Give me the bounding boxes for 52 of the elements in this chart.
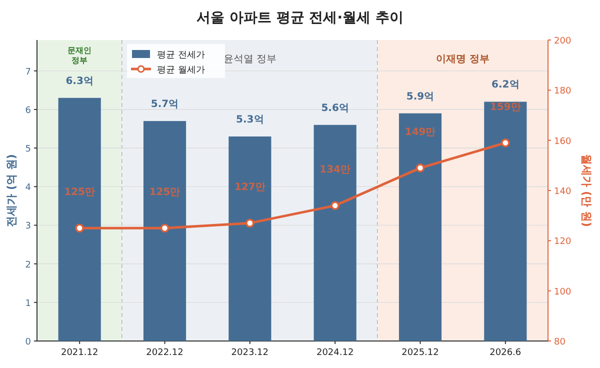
y2-tick-label: 100 [554, 287, 572, 298]
data-label: 159만 [490, 102, 521, 113]
y-tick-label: 0 [25, 338, 32, 348]
y-tick-label: 6 [25, 106, 32, 116]
data-label: 6.2억 [492, 80, 520, 91]
x-tick-label: 2025.12 [402, 348, 439, 358]
data-label: 6.3억 [66, 76, 94, 87]
x-tick-label: 2026.6 [490, 348, 522, 358]
y2-tick-label: 200 [554, 36, 572, 46]
bar [228, 136, 272, 341]
y-axis-title: 전세가 (억 원) [5, 154, 18, 227]
y2-tick-label: 140 [554, 187, 572, 197]
point [416, 164, 425, 172]
legend-label: 평균 월세가 [157, 66, 205, 76]
x-tick-label: 2022.12 [146, 348, 184, 358]
bar [143, 121, 186, 341]
y2-tick-label: 120 [554, 237, 572, 248]
point [330, 201, 340, 210]
data-label: 134만 [320, 164, 351, 176]
bar [484, 102, 527, 341]
y-tick-label: 2 [25, 260, 31, 270]
legend-label: 평균 전세가 [157, 50, 205, 60]
data-label: 125만 [64, 187, 96, 198]
bar [398, 113, 442, 341]
chart-title: 서울 아파트 평균 전세·월세 추이 [196, 10, 404, 26]
data-label: 127만 [234, 182, 266, 194]
y2-tick-label: 160 [554, 136, 572, 147]
y-tick-label: 4 [25, 183, 32, 194]
x-tick-label: 2024.12 [316, 348, 354, 358]
data-label: 125만 [149, 187, 180, 198]
band-label: 이재명 정부 [436, 54, 490, 65]
point [160, 224, 170, 233]
x-tick-label: 2021.12 [60, 348, 98, 358]
point [501, 138, 510, 148]
data-label: 149만 [404, 126, 436, 138]
bar [314, 124, 356, 341]
band-label: 문재인 정부 [68, 46, 92, 65]
band-label: 윤석열 정부 [223, 54, 277, 65]
data-label: 5.9억 [406, 91, 434, 102]
x-tick-label: 2023.12 [231, 348, 269, 358]
data-label: 5.3억 [236, 114, 264, 126]
y-tick-label: 3 [25, 222, 31, 232]
point [75, 224, 84, 233]
y-tick-label: 1 [25, 298, 31, 309]
y2-tick-label: 180 [554, 86, 572, 97]
point [246, 218, 254, 228]
y2-tick-label: 80 [554, 338, 566, 348]
data-label: 5.6억 [321, 102, 349, 114]
y-tick-label: 7 [25, 67, 31, 78]
y2-axis-title: 월세가 (만 원) [580, 154, 593, 227]
y-tick-label: 5 [25, 144, 31, 155]
data-label: 5.7억 [150, 99, 179, 110]
